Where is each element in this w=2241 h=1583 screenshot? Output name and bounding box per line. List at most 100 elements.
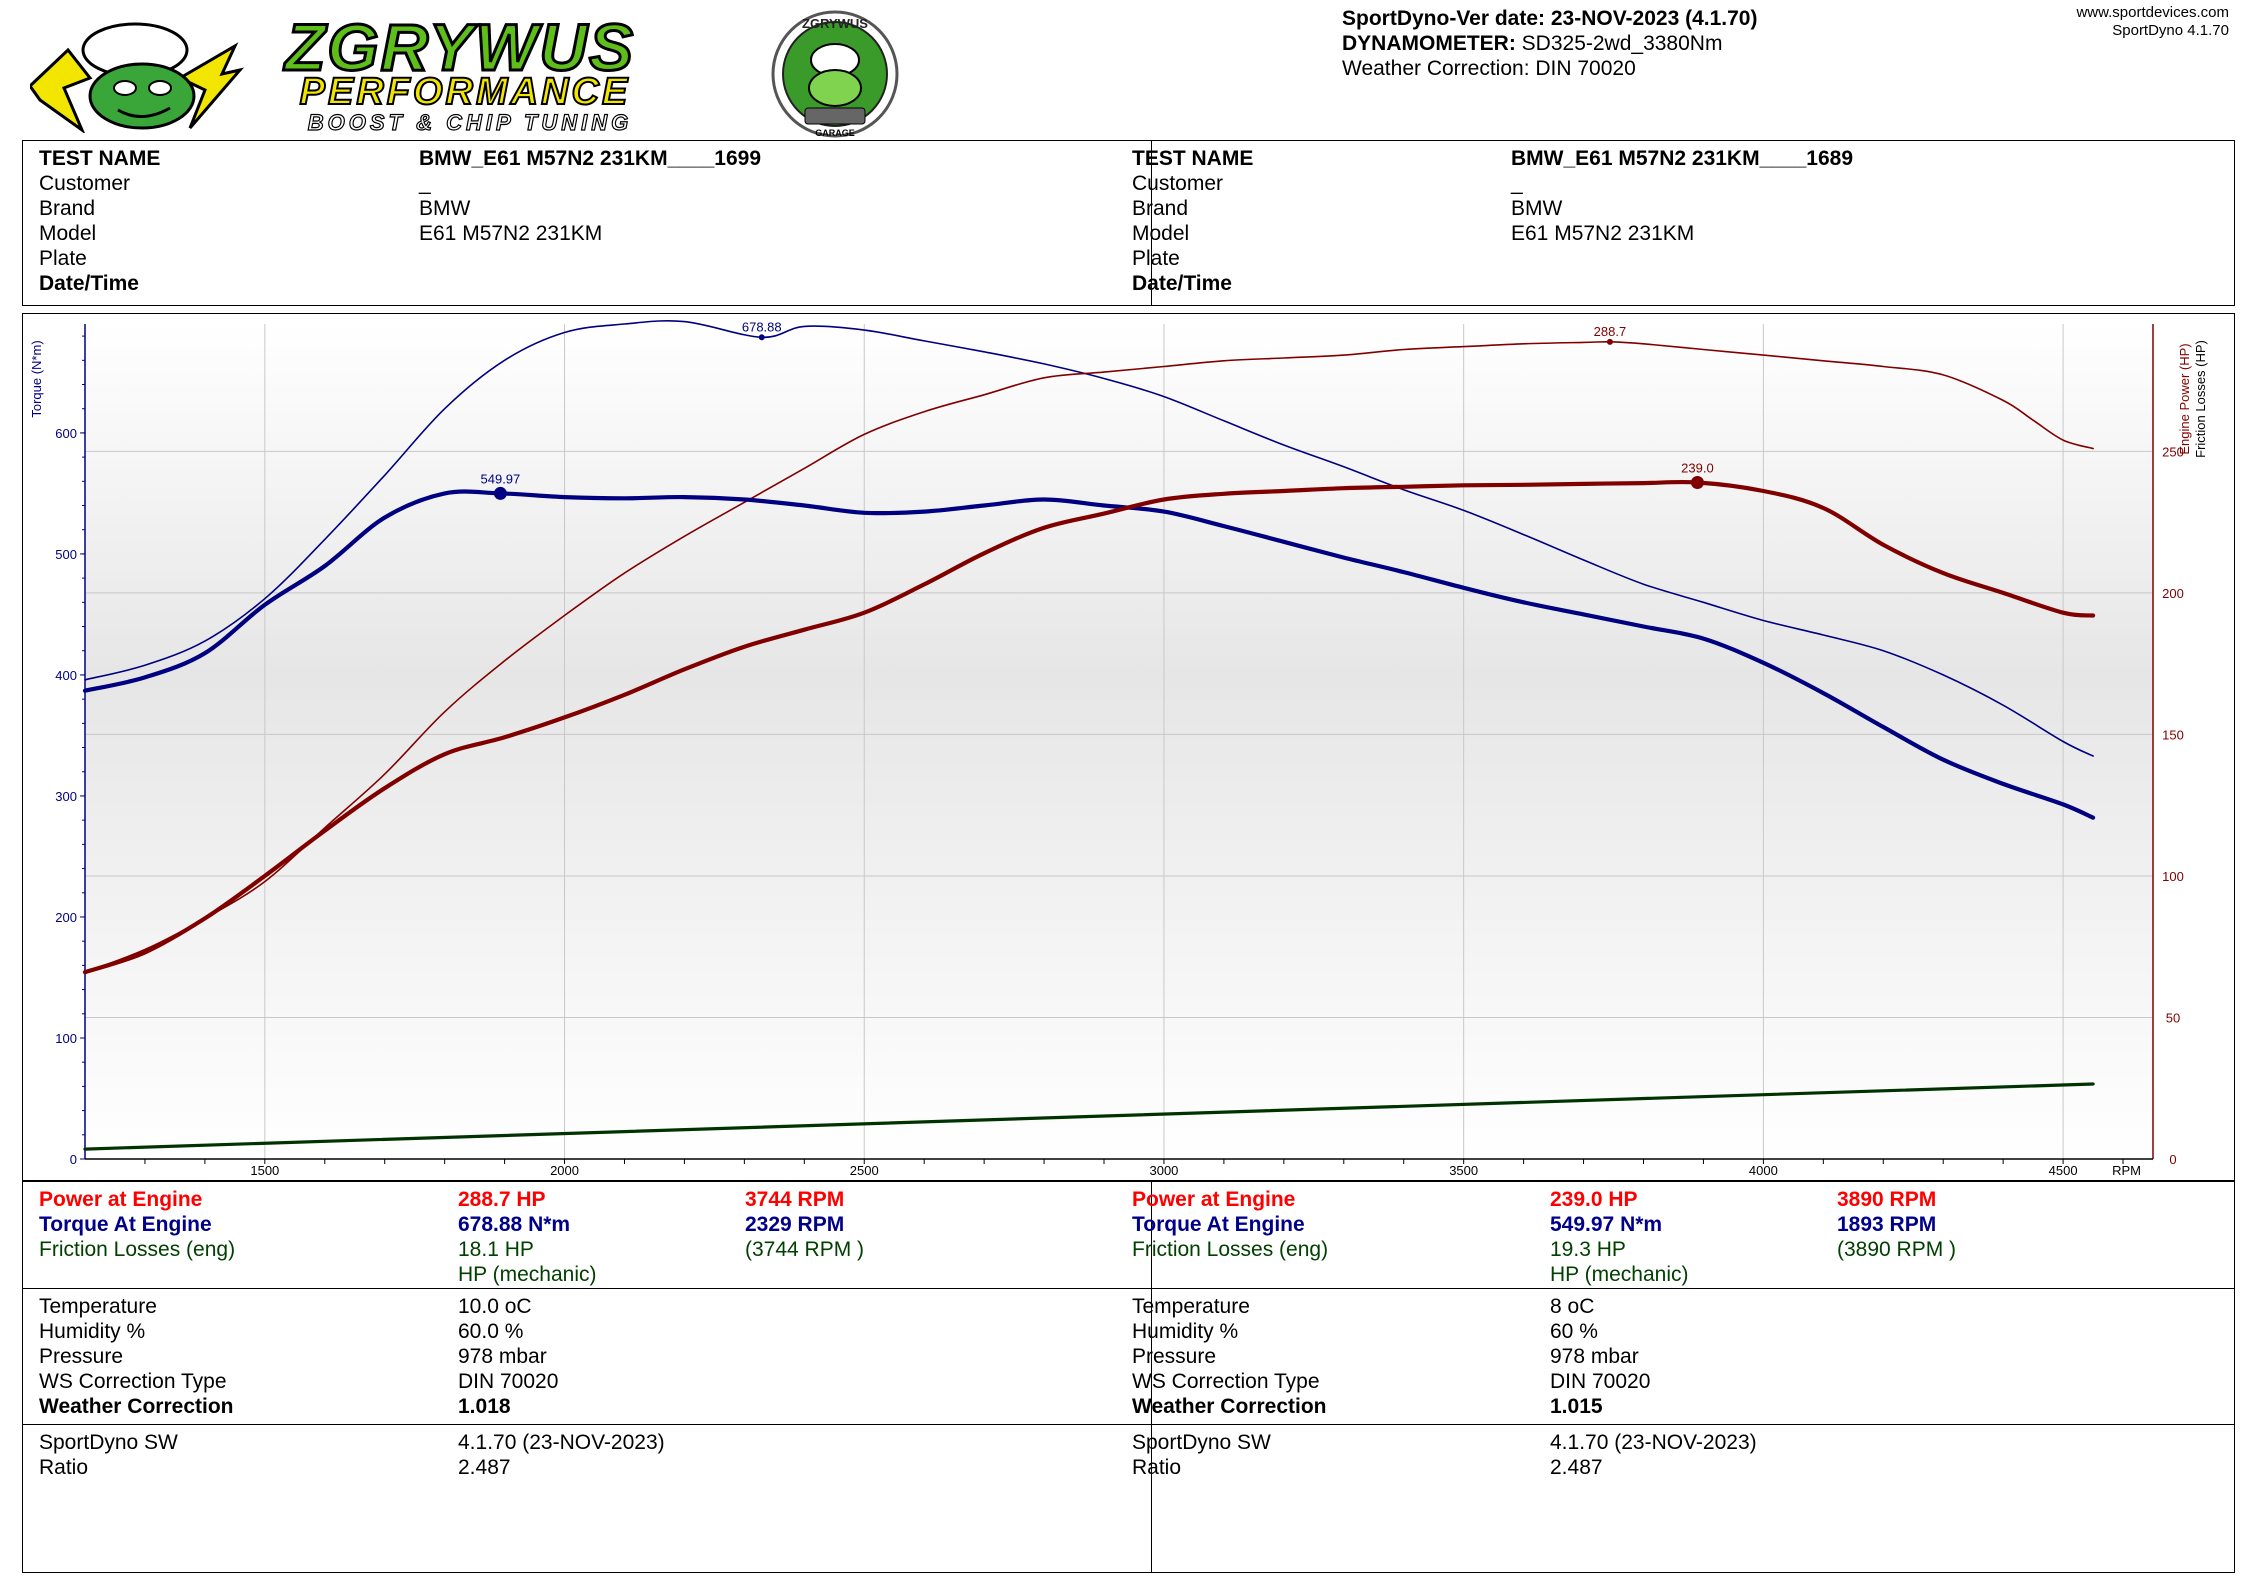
power-label: Power at Engine [39, 1188, 203, 1211]
y-axis-right2-label: Friction Losses (HP) [2193, 340, 2208, 458]
friction-unit: HP (mechanic) [1550, 1263, 1689, 1286]
power-value: 288.7 HP [458, 1188, 546, 1211]
humidity-label: Humidity % [1132, 1320, 1239, 1343]
power-rpm: 3890 RPM [1837, 1188, 1937, 1211]
column-divider [1151, 1182, 1152, 1572]
torque-rpm: 1893 RPM [1837, 1213, 1937, 1236]
pressure-label: Pressure [1132, 1345, 1217, 1368]
badge-mascot-face [808, 69, 862, 107]
grid [85, 324, 2153, 1159]
x-tick-label: 1500 [250, 1163, 279, 1178]
friction-rpm: (3890 RPM ) [1837, 1238, 1957, 1261]
power-curve-thin [84, 340, 2094, 973]
brand-label: Brand [39, 197, 96, 220]
y-axis-left-label: Torque (N*m) [29, 340, 44, 417]
torque-rpm: 2329 RPM [745, 1213, 845, 1236]
section-divider [23, 1424, 2234, 1425]
model-value: E61 M57N2 231KM [1511, 222, 1695, 245]
torque-value: 549.97 N*m [1550, 1213, 1663, 1236]
weather-correction-label: Weather Correction [39, 1395, 234, 1418]
ratio-label: Ratio [39, 1456, 89, 1479]
test-info-panel: TEST NAME BMW_E61 M57N2 231KM____1699 Cu… [22, 140, 2235, 306]
weather-correction-value: 1.015 [1550, 1395, 1603, 1418]
app-version-text: SportDyno 4.1.70 [2112, 22, 2229, 39]
y-left-tick-label: 500 [55, 547, 77, 562]
report-header: ZGRYWUS PERFORMANCE BOOST & CHIP TUNING … [0, 0, 2241, 140]
results-panel: Power at Engine 288.7 HP 3744 RPM Torque… [22, 1181, 2235, 1573]
logo-tagline: BOOST & CHIP TUNING [308, 110, 633, 133]
temperature-value: 8 oC [1550, 1295, 1595, 1318]
header-credits: www.sportdevices.com SportDyno 4.1.70 [2076, 4, 2229, 40]
temperature-label: Temperature [39, 1295, 157, 1318]
y-left-tick-label: 300 [55, 789, 77, 804]
ws-correction-type-label: WS Correction Type [39, 1370, 227, 1393]
torque-label: Torque At Engine [1132, 1213, 1305, 1236]
test-name-label: TEST NAME [39, 147, 161, 170]
friction-value: 18.1 HP [458, 1238, 534, 1261]
torque-curve-thick [82, 489, 2096, 820]
weather-correction-label: Weather Correction [1132, 1395, 1327, 1418]
logo-shard-right [176, 42, 245, 129]
section-divider [23, 1288, 2234, 1289]
plate-label: Plate [1132, 247, 1180, 270]
badge-engine-icon [804, 107, 866, 125]
peak-value-label: 239.0 [1681, 461, 1714, 476]
peak-value-label: 549.97 [481, 471, 521, 486]
datetime-label: Date/Time [1132, 272, 1232, 295]
mascot-eye [148, 80, 172, 96]
software-label: SportDyno SW [1132, 1431, 1271, 1454]
software-version: SportDyno-Ver date: 23-NOV-2023 (4.1.70) [1342, 7, 1758, 30]
ratio-value: 2.487 [458, 1456, 511, 1479]
mascot-eye [113, 80, 137, 96]
ws-correction-type-value: DIN 70020 [1550, 1370, 1651, 1393]
test-name-value: BMW_E61 M57N2 231KM____1699 [419, 147, 762, 170]
ratio-value: 2.487 [1550, 1456, 1603, 1479]
ws-correction-type-value: DIN 70020 [458, 1370, 559, 1393]
customer-value: _ [419, 172, 431, 195]
series [82, 319, 2096, 1151]
pressure-label: Pressure [39, 1345, 124, 1368]
x-tick-label: 2000 [550, 1163, 579, 1178]
power-label: Power at Engine [1132, 1188, 1296, 1211]
x-tick-label: 4000 [1749, 1163, 1778, 1178]
torque-value: 678.88 N*m [458, 1213, 571, 1236]
weather-correction-value: DIN 70020 [1535, 57, 1636, 80]
y-left-tick-label: 0 [70, 1152, 77, 1167]
torque-label: Torque At Engine [39, 1213, 212, 1236]
brand-value: BMW [419, 197, 471, 220]
dyno-chart-panel: 1500 2000 2500 3000 3500 4000 4500 0 50 100 150 200… [22, 313, 2235, 1181]
humidity-value: 60.0 % [458, 1320, 524, 1343]
peak-value-label: 288.7 [1594, 324, 1627, 339]
x-tick-label: 4500 [2049, 1163, 2078, 1178]
y-left-tick-label: 600 [55, 426, 77, 441]
x-axis-label: RPM [2112, 1163, 2141, 1178]
badge-title: ZGRYWUS [802, 16, 868, 31]
garage-badge: ZGRYWUS GARAGE [771, 10, 899, 138]
annotations: 678.88 288.7 549.97 239.0 [481, 319, 1714, 500]
y-left-tick-label: 200 [55, 910, 77, 925]
model-label: Model [1132, 222, 1190, 245]
friction-label: Friction Losses (eng) [1132, 1238, 1329, 1261]
y-right-tick-label: 200 [2162, 586, 2184, 601]
y-right-tick-label: 50 [2166, 1010, 2180, 1025]
y-left-tick-label: 100 [55, 1031, 77, 1046]
test-name-value: BMW_E61 M57N2 231KM____1689 [1511, 147, 1854, 170]
pressure-value: 978 mbar [1550, 1345, 1639, 1368]
friction-unit: HP (mechanic) [458, 1263, 597, 1286]
logo-subtitle: PERFORMANCE [300, 71, 631, 113]
friction-rpm: (3744 RPM ) [745, 1238, 865, 1261]
customer-label: Customer [1132, 172, 1224, 195]
software-value: 4.1.70 (23-NOV-2023) [458, 1431, 665, 1454]
dynamometer-line: DYNAMOMETER: SD325-2wd_3380Nm [1342, 31, 1757, 56]
dynamometer-label: DYNAMOMETER: [1342, 32, 1516, 55]
temperature-value: 10.0 oC [458, 1295, 532, 1318]
datetime-label: Date/Time [39, 272, 139, 295]
customer-label: Customer [39, 172, 131, 195]
temperature-label: Temperature [1132, 1295, 1250, 1318]
humidity-label: Humidity % [39, 1320, 146, 1343]
ws-correction-type-label: WS Correction Type [1132, 1370, 1320, 1393]
plate-label: Plate [39, 247, 87, 270]
badge-subtitle: GARAGE [815, 128, 855, 138]
dyno-chart: 1500 2000 2500 3000 3500 4000 4500050100150200… [29, 319, 2208, 1178]
y-left-tick-label: 400 [55, 668, 77, 683]
